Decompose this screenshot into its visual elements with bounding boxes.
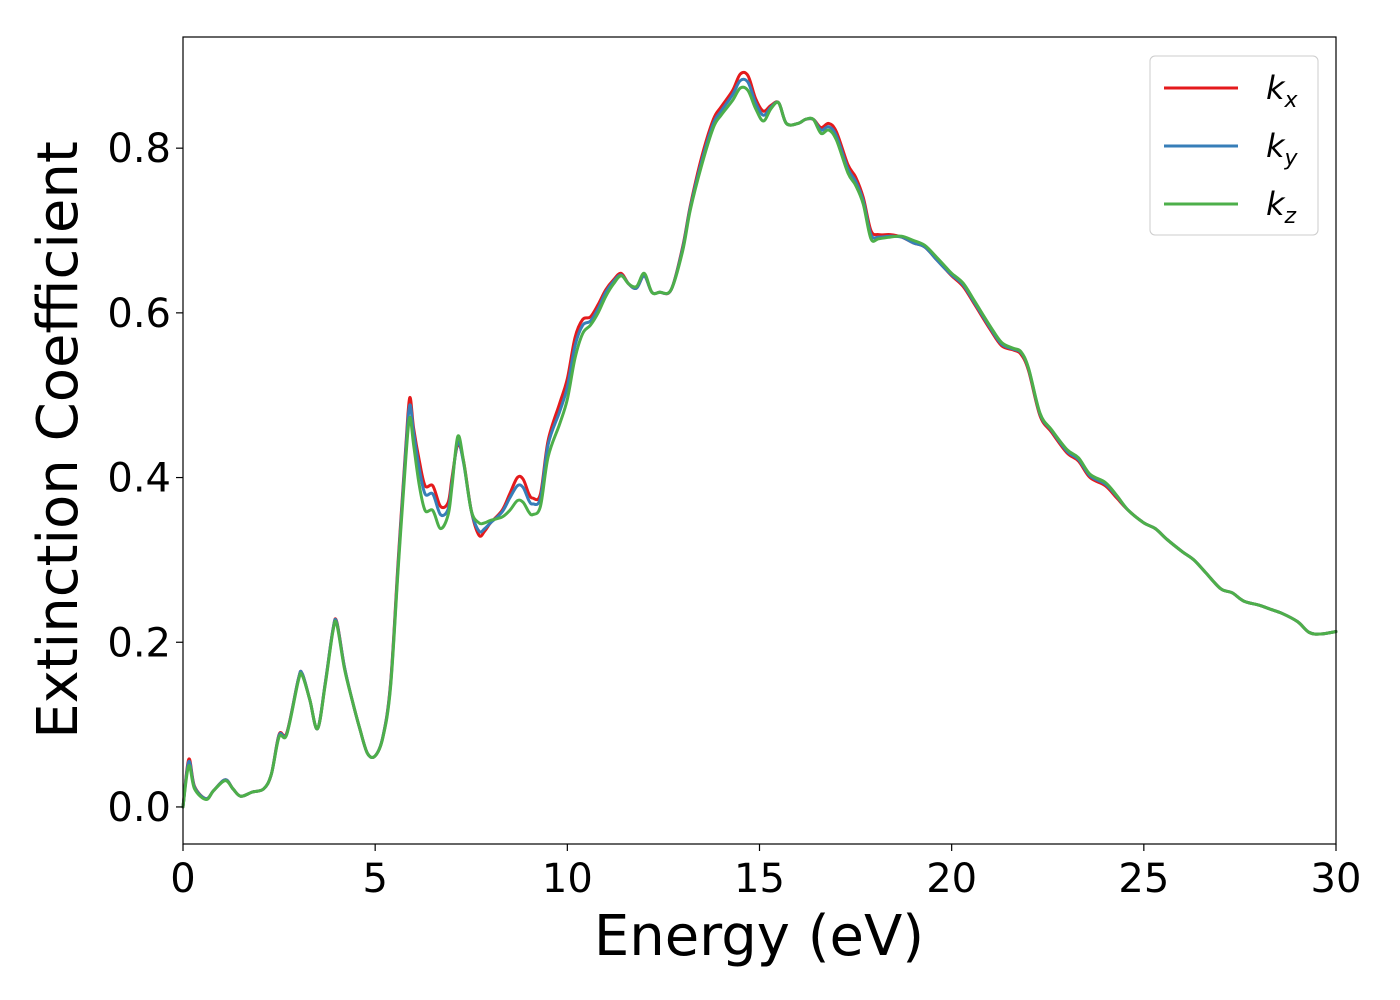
x-tick-label: 25 [1118,856,1169,902]
legend-label-base: k [1266,69,1286,107]
x-tick-label: 15 [734,856,785,902]
x-axis-label: Energy (eV) [594,904,924,969]
y-tick-label: 0.0 [107,785,171,831]
legend-label-subscript: y [1284,146,1299,171]
x-axis-ticks: 0 5 10 15 20 25 30 [170,844,1361,902]
legend-label-subscript: x [1284,88,1299,113]
legend-label-z: kz [1266,185,1297,229]
x-tick-label: 30 [1311,856,1362,902]
y-tick-label: 0.6 [107,291,171,337]
y-tick-label: 0.4 [107,456,171,502]
legend-label-base: k [1266,185,1286,223]
x-tick-label: 10 [542,856,593,902]
plot-background [183,37,1336,844]
series-line-k-z [181,85,1338,809]
x-tick-label: 0 [170,856,195,902]
legend-label-y: ky [1266,127,1299,171]
legend-label-base: k [1266,127,1286,165]
series-layer [181,70,1338,809]
legend-label-x: kx [1266,69,1299,113]
x-tick-label: 5 [362,856,387,902]
legend-label-subscript: z [1284,204,1297,229]
x-tick-label: 20 [926,856,977,902]
y-tick-label: 0.2 [107,620,171,666]
y-axis-ticks: 0.0 0.2 0.4 0.6 0.8 [107,126,183,831]
y-tick-label: 0.8 [107,126,171,172]
y-axis-label: Extinction Coefficient [26,141,91,739]
